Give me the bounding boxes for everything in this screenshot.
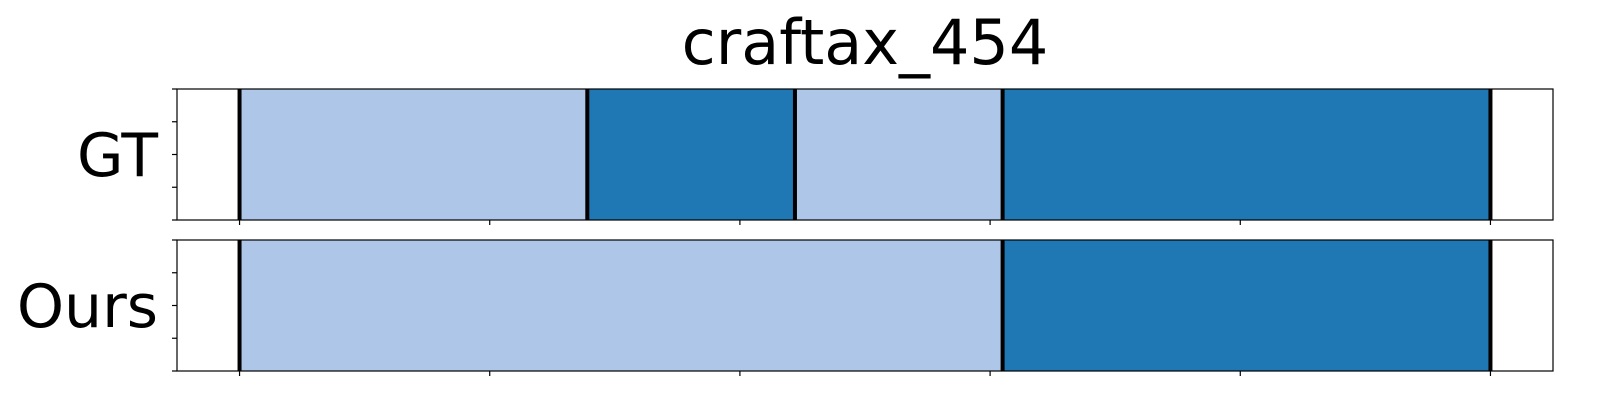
row-label-ours: Ours: [17, 272, 158, 342]
segment-gt-0: [239, 89, 588, 220]
row-label-gt: GT: [77, 121, 158, 191]
segment-ours-0: [239, 240, 1003, 371]
row-gt: GT: [77, 88, 1554, 225]
row-ours: Ours: [17, 239, 1554, 376]
segment-gt-3: [1002, 89, 1491, 220]
chart-title: craftax_454: [682, 6, 1049, 79]
plot-rows: GT Ours: [17, 88, 1554, 376]
segment-ours-1: [1002, 240, 1491, 371]
segment-gt-2: [794, 89, 1003, 220]
segment-gt-1: [587, 89, 795, 220]
